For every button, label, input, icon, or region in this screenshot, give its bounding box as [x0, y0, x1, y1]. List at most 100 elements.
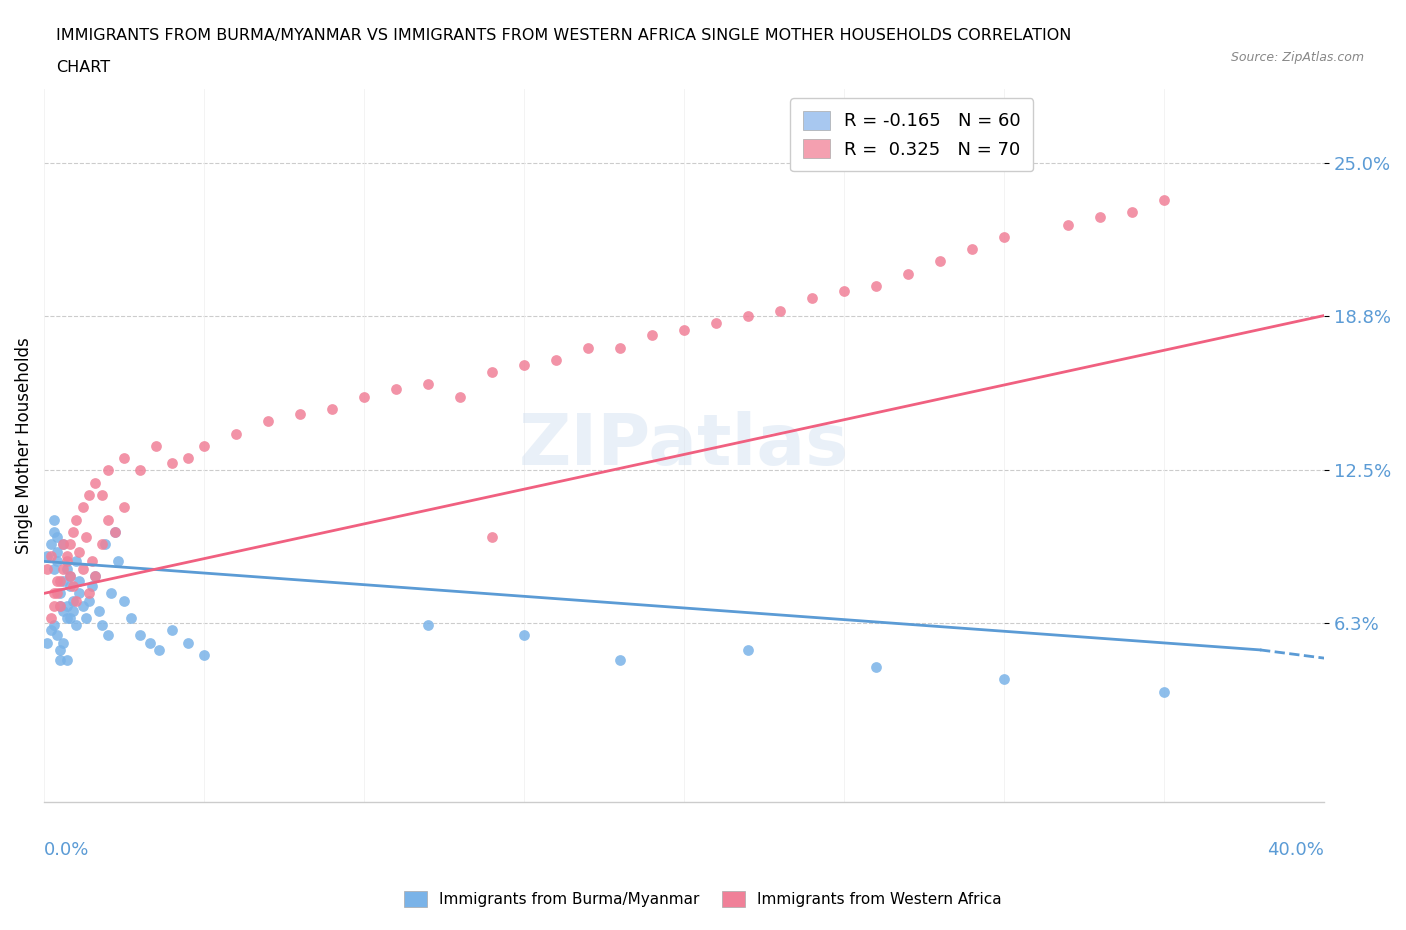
- Point: [449, 390, 471, 405]
- Point: [77, 593, 100, 608]
- Point: [321, 402, 343, 417]
- Point: [55, 554, 77, 569]
- Point: [103, 525, 125, 539]
- Point: [94, 537, 117, 551]
- Point: [160, 623, 183, 638]
- Point: [52, 537, 75, 551]
- Point: [225, 426, 247, 441]
- Point: [177, 635, 200, 650]
- Point: [82, 578, 104, 593]
- Point: [416, 618, 439, 632]
- Point: [37, 562, 59, 577]
- Point: [129, 463, 152, 478]
- Point: [52, 604, 75, 618]
- Point: [59, 578, 82, 593]
- Point: [737, 643, 759, 658]
- Point: [55, 652, 77, 667]
- Point: [87, 604, 110, 618]
- Point: [49, 652, 72, 667]
- Point: [801, 291, 824, 306]
- Point: [75, 610, 97, 625]
- Point: [55, 610, 77, 625]
- Point: [62, 593, 84, 608]
- Point: [77, 487, 100, 502]
- Point: [641, 327, 664, 342]
- Point: [138, 635, 160, 650]
- Point: [193, 647, 215, 662]
- Point: [42, 525, 65, 539]
- Point: [160, 456, 183, 471]
- Text: 0.0%: 0.0%: [44, 842, 90, 859]
- Legend: R = -0.165   N = 60, R =  0.325   N = 70: R = -0.165 N = 60, R = 0.325 N = 70: [790, 99, 1033, 171]
- Point: [37, 635, 59, 650]
- Point: [353, 390, 375, 405]
- Point: [59, 537, 82, 551]
- Point: [832, 284, 855, 299]
- Point: [52, 574, 75, 589]
- Point: [929, 254, 952, 269]
- Point: [45, 544, 67, 559]
- Point: [62, 578, 84, 593]
- Point: [673, 323, 696, 338]
- Y-axis label: Single Mother Households: Single Mother Households: [15, 338, 32, 554]
- Point: [67, 574, 90, 589]
- Point: [90, 618, 112, 632]
- Point: [112, 499, 135, 514]
- Point: [546, 352, 568, 367]
- Point: [49, 574, 72, 589]
- Point: [59, 610, 82, 625]
- Point: [576, 340, 599, 355]
- Point: [177, 451, 200, 466]
- Point: [37, 549, 59, 564]
- Point: [52, 635, 75, 650]
- Point: [72, 562, 94, 577]
- Text: ZIPatlas: ZIPatlas: [519, 411, 849, 481]
- Point: [129, 628, 152, 643]
- Point: [75, 529, 97, 544]
- Point: [39, 610, 62, 625]
- Point: [42, 586, 65, 601]
- Point: [90, 537, 112, 551]
- Point: [112, 451, 135, 466]
- Point: [704, 315, 727, 330]
- Point: [416, 377, 439, 392]
- Point: [90, 487, 112, 502]
- Point: [97, 512, 120, 527]
- Point: [62, 604, 84, 618]
- Point: [45, 554, 67, 569]
- Point: [65, 593, 87, 608]
- Point: [39, 549, 62, 564]
- Point: [960, 242, 983, 257]
- Point: [481, 529, 503, 544]
- Point: [1121, 205, 1143, 219]
- Point: [609, 652, 631, 667]
- Text: CHART: CHART: [56, 60, 110, 75]
- Text: 40.0%: 40.0%: [1267, 842, 1324, 859]
- Point: [865, 659, 887, 674]
- Point: [55, 562, 77, 577]
- Point: [97, 628, 120, 643]
- Point: [107, 554, 129, 569]
- Point: [513, 357, 536, 372]
- Point: [513, 628, 536, 643]
- Point: [65, 554, 87, 569]
- Point: [45, 586, 67, 601]
- Point: [49, 643, 72, 658]
- Point: [59, 569, 82, 584]
- Point: [103, 525, 125, 539]
- Point: [1153, 684, 1175, 699]
- Point: [42, 512, 65, 527]
- Point: [67, 544, 90, 559]
- Point: [100, 586, 122, 601]
- Point: [72, 598, 94, 613]
- Point: [67, 586, 90, 601]
- Legend: Immigrants from Burma/Myanmar, Immigrants from Western Africa: Immigrants from Burma/Myanmar, Immigrant…: [398, 884, 1008, 913]
- Point: [609, 340, 631, 355]
- Point: [385, 382, 408, 397]
- Point: [84, 569, 107, 584]
- Point: [49, 598, 72, 613]
- Text: IMMIGRANTS FROM BURMA/MYANMAR VS IMMIGRANTS FROM WESTERN AFRICA SINGLE MOTHER HO: IMMIGRANTS FROM BURMA/MYANMAR VS IMMIGRA…: [56, 28, 1071, 43]
- Point: [288, 406, 311, 421]
- Point: [1057, 218, 1080, 232]
- Point: [42, 618, 65, 632]
